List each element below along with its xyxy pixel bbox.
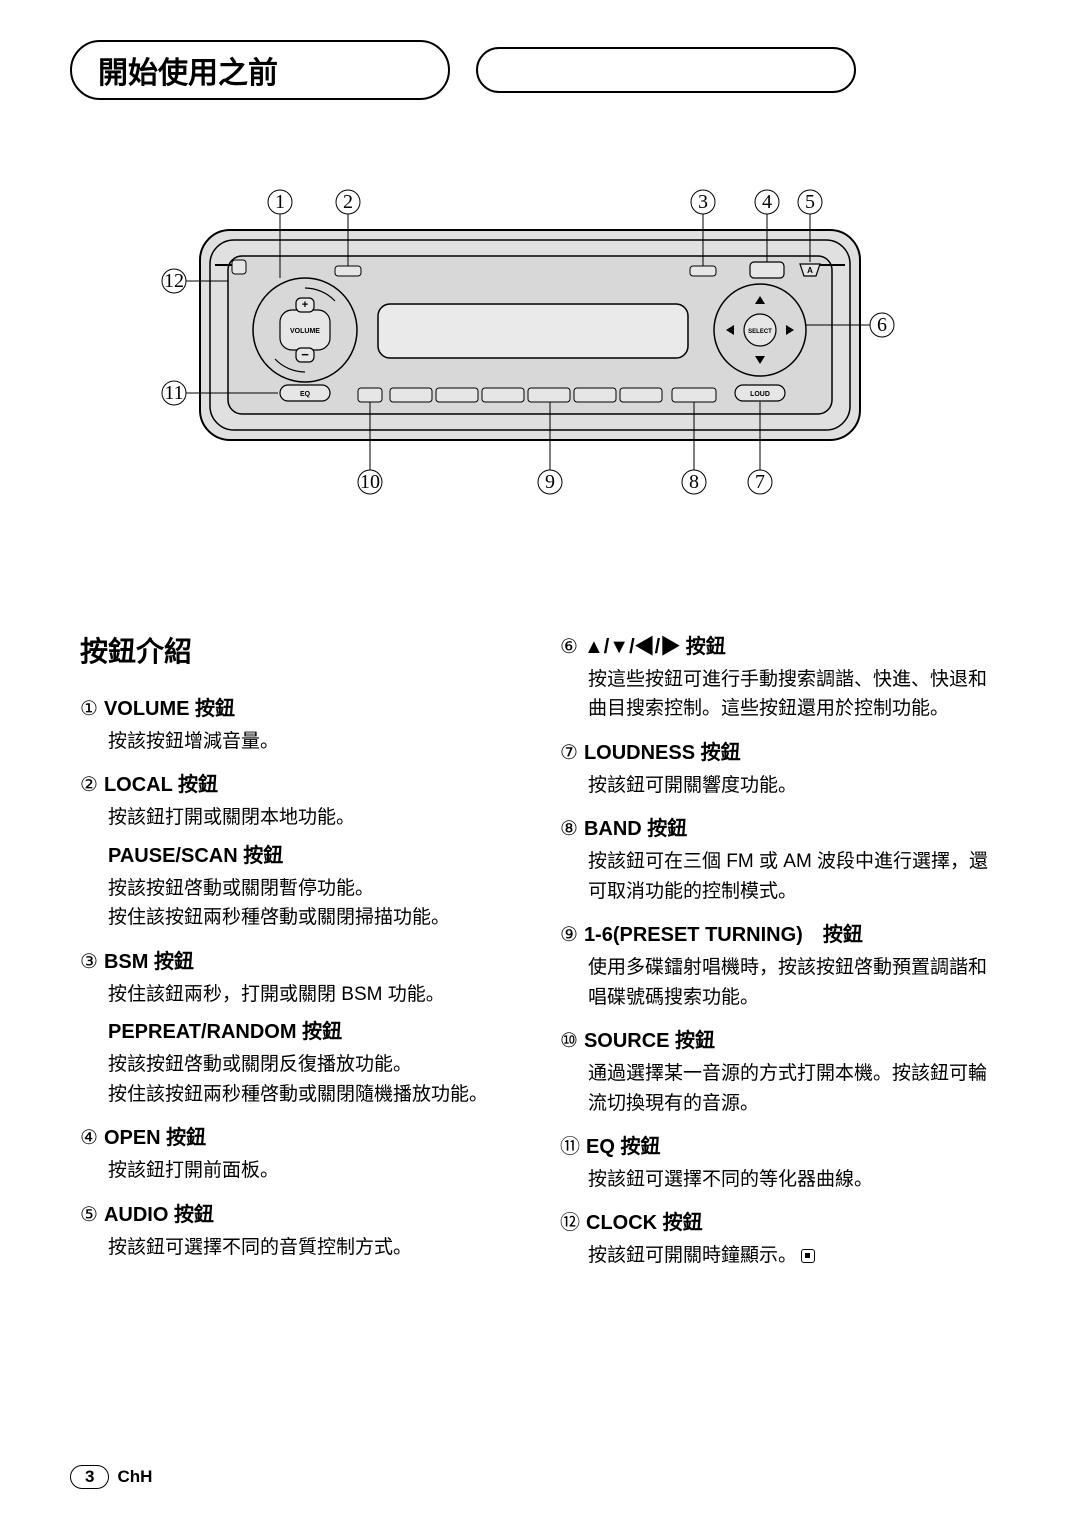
label-a: A	[807, 266, 813, 275]
item-title: CLOCK 按鈕	[586, 1206, 703, 1235]
item-number: ⑪	[560, 1130, 580, 1159]
item-number: ⑥	[560, 634, 578, 659]
button-item: ②LOCAL 按鈕按該鈕打開或關閉本地功能。PAUSE/SCAN 按鈕按該按鈕啓…	[80, 768, 520, 932]
column-right: ⑥▲/▼/◀/▶ 按鈕按這些按鈕可進行手動搜索調諧、快進、快退和曲目搜索控制。這…	[560, 630, 1000, 1283]
item-heading: ②LOCAL 按鈕	[80, 768, 520, 797]
item-description: 按該鈕打開前面板。	[80, 1156, 520, 1185]
svg-text:2: 2	[343, 191, 353, 213]
item-description: 使用多碟鐳射唱機時，按該按鈕啓動預置調諧和唱碟號碼搜索功能。	[560, 953, 1000, 1012]
button-item: ⑪EQ 按鈕按該鈕可選擇不同的等化器曲線。	[560, 1130, 1000, 1194]
page-lang: ChH	[117, 1467, 152, 1487]
section-tab: 開始使用之前	[70, 40, 450, 100]
item-number: ⑧	[560, 816, 578, 841]
label-select: SELECT	[748, 329, 772, 335]
item-heading: ⑫CLOCK 按鈕	[560, 1206, 1000, 1235]
label-volume: VOLUME	[290, 328, 320, 335]
item-description: 按該鈕打開或關閉本地功能。	[80, 803, 520, 832]
item-heading: ③BSM 按鈕	[80, 945, 520, 974]
item-number: ②	[80, 772, 98, 797]
button-item: ⑤AUDIO 按鈕按該鈕可選擇不同的音質控制方式。	[80, 1198, 520, 1262]
item-description: 按住該按鈕兩秒種啓動或關閉隨機播放功能。	[80, 1080, 520, 1109]
button-item: ③BSM 按鈕按住該鈕兩秒，打開或關閉 BSM 功能。PEPREAT/RANDO…	[80, 945, 520, 1109]
device-diagram: + − VOLUME EQ SELECT LOUD A	[110, 170, 970, 520]
svg-text:8: 8	[689, 471, 699, 493]
item-heading: ①VOLUME 按鈕	[80, 692, 520, 721]
item-number: ①	[80, 696, 98, 721]
diagram-svg: + − VOLUME EQ SELECT LOUD A	[110, 170, 970, 520]
content-columns: 按鈕介紹 ①VOLUME 按鈕按該按鈕增減音量。②LOCAL 按鈕按該鈕打開或關…	[70, 630, 1010, 1283]
page-footer: 3 ChH	[70, 1465, 152, 1489]
item-number: ⑩	[560, 1028, 578, 1053]
button-item: ⑩SOURCE 按鈕通過選擇某一音源的方式打開本機。按該鈕可輪流切換現有的音源。	[560, 1024, 1000, 1118]
label-loud: LOUD	[750, 391, 770, 398]
item-number: ⑦	[560, 740, 578, 765]
svg-text:3: 3	[698, 191, 708, 213]
item-heading: ⑤AUDIO 按鈕	[80, 1198, 520, 1227]
item-title: EQ 按鈕	[586, 1130, 660, 1159]
item-description: 按該按鈕啓動或關閉反復播放功能。	[80, 1050, 520, 1079]
item-title: AUDIO 按鈕	[104, 1198, 214, 1227]
button-item: ⑧BAND 按鈕按該鈕可在三個 FM 或 AM 波段中進行選擇，還可取消功能的控…	[560, 812, 1000, 906]
item-description: 按該鈕可在三個 FM 或 AM 波段中進行選擇，還可取消功能的控制模式。	[560, 847, 1000, 906]
item-description: 按該鈕可開關響度功能。	[560, 771, 1000, 800]
item-subheading: PAUSE/SCAN 按鈕	[108, 839, 520, 868]
svg-text:11: 11	[164, 382, 183, 404]
item-heading: ⑦LOUDNESS 按鈕	[560, 736, 1000, 765]
item-number: ③	[80, 949, 98, 974]
item-description: 按住該鈕兩秒，打開或關閉 BSM 功能。	[80, 980, 520, 1009]
item-number: ⑨	[560, 922, 578, 947]
item-heading: ⑪EQ 按鈕	[560, 1130, 1000, 1159]
item-title: LOUDNESS 按鈕	[584, 736, 741, 765]
svg-text:−: −	[301, 347, 309, 362]
section-tab-empty	[476, 47, 856, 93]
item-heading: ⑥▲/▼/◀/▶ 按鈕	[560, 630, 1000, 659]
item-title: 1-6(PRESET TURNING) 按鈕	[584, 918, 863, 947]
item-heading: ⑧BAND 按鈕	[560, 812, 1000, 841]
end-icon	[801, 1249, 815, 1263]
item-title: OPEN 按鈕	[104, 1121, 206, 1150]
header-row: 開始使用之前	[70, 40, 1010, 100]
button-item: ⑦LOUDNESS 按鈕按該鈕可開關響度功能。	[560, 736, 1000, 800]
item-number: ⑫	[560, 1206, 580, 1235]
page-number: 3	[70, 1465, 109, 1489]
button-item: ⑫CLOCK 按鈕按該鈕可開關時鐘顯示。	[560, 1206, 1000, 1270]
item-title: BSM 按鈕	[104, 945, 194, 974]
item-title: ▲/▼/◀/▶ 按鈕	[584, 630, 726, 659]
item-title: SOURCE 按鈕	[584, 1024, 715, 1053]
section-title: 按鈕介紹	[80, 630, 520, 670]
label-eq: EQ	[300, 391, 311, 398]
item-description: 按該鈕可開關時鐘顯示。	[560, 1241, 1000, 1270]
item-description: 按住該按鈕兩秒種啓動或關閉掃描功能。	[80, 903, 520, 932]
item-subheading: PEPREAT/RANDOM 按鈕	[108, 1015, 520, 1044]
item-description: 按該按鈕增減音量。	[80, 727, 520, 756]
button-item: ①VOLUME 按鈕按該按鈕增減音量。	[80, 692, 520, 756]
item-heading: ⑩SOURCE 按鈕	[560, 1024, 1000, 1053]
svg-text:6: 6	[877, 314, 887, 336]
item-number: ④	[80, 1125, 98, 1150]
svg-text:9: 9	[545, 471, 555, 493]
item-heading: ④OPEN 按鈕	[80, 1121, 520, 1150]
svg-text:1: 1	[275, 191, 285, 213]
button-item: ⑨1-6(PRESET TURNING) 按鈕使用多碟鐳射唱機時，按該按鈕啓動預…	[560, 918, 1000, 1012]
svg-text:4: 4	[762, 191, 772, 213]
svg-text:7: 7	[755, 471, 765, 493]
item-title: BAND 按鈕	[584, 812, 687, 841]
section-tab-label: 開始使用之前	[98, 48, 278, 92]
item-title: VOLUME 按鈕	[104, 692, 235, 721]
item-description: 按這些按鈕可進行手動搜索調諧、快進、快退和曲目搜索控制。這些按鈕還用於控制功能。	[560, 665, 1000, 724]
item-heading: ⑨1-6(PRESET TURNING) 按鈕	[560, 918, 1000, 947]
item-description: 通過選擇某一音源的方式打開本機。按該鈕可輪流切換現有的音源。	[560, 1059, 1000, 1118]
svg-text:12: 12	[164, 270, 184, 292]
item-number: ⑤	[80, 1202, 98, 1227]
item-description: 按該鈕可選擇不同的等化器曲線。	[560, 1165, 1000, 1194]
svg-text:10: 10	[360, 471, 380, 493]
column-left: 按鈕介紹 ①VOLUME 按鈕按該按鈕增減音量。②LOCAL 按鈕按該鈕打開或關…	[80, 630, 520, 1283]
item-description: 按該鈕可選擇不同的音質控制方式。	[80, 1233, 520, 1262]
item-description: 按該按鈕啓動或關閉暫停功能。	[80, 874, 520, 903]
svg-text:+: +	[302, 299, 308, 311]
item-title: LOCAL 按鈕	[104, 768, 218, 797]
button-item: ④OPEN 按鈕按該鈕打開前面板。	[80, 1121, 520, 1185]
svg-text:5: 5	[805, 191, 815, 213]
button-item: ⑥▲/▼/◀/▶ 按鈕按這些按鈕可進行手動搜索調諧、快進、快退和曲目搜索控制。這…	[560, 630, 1000, 724]
